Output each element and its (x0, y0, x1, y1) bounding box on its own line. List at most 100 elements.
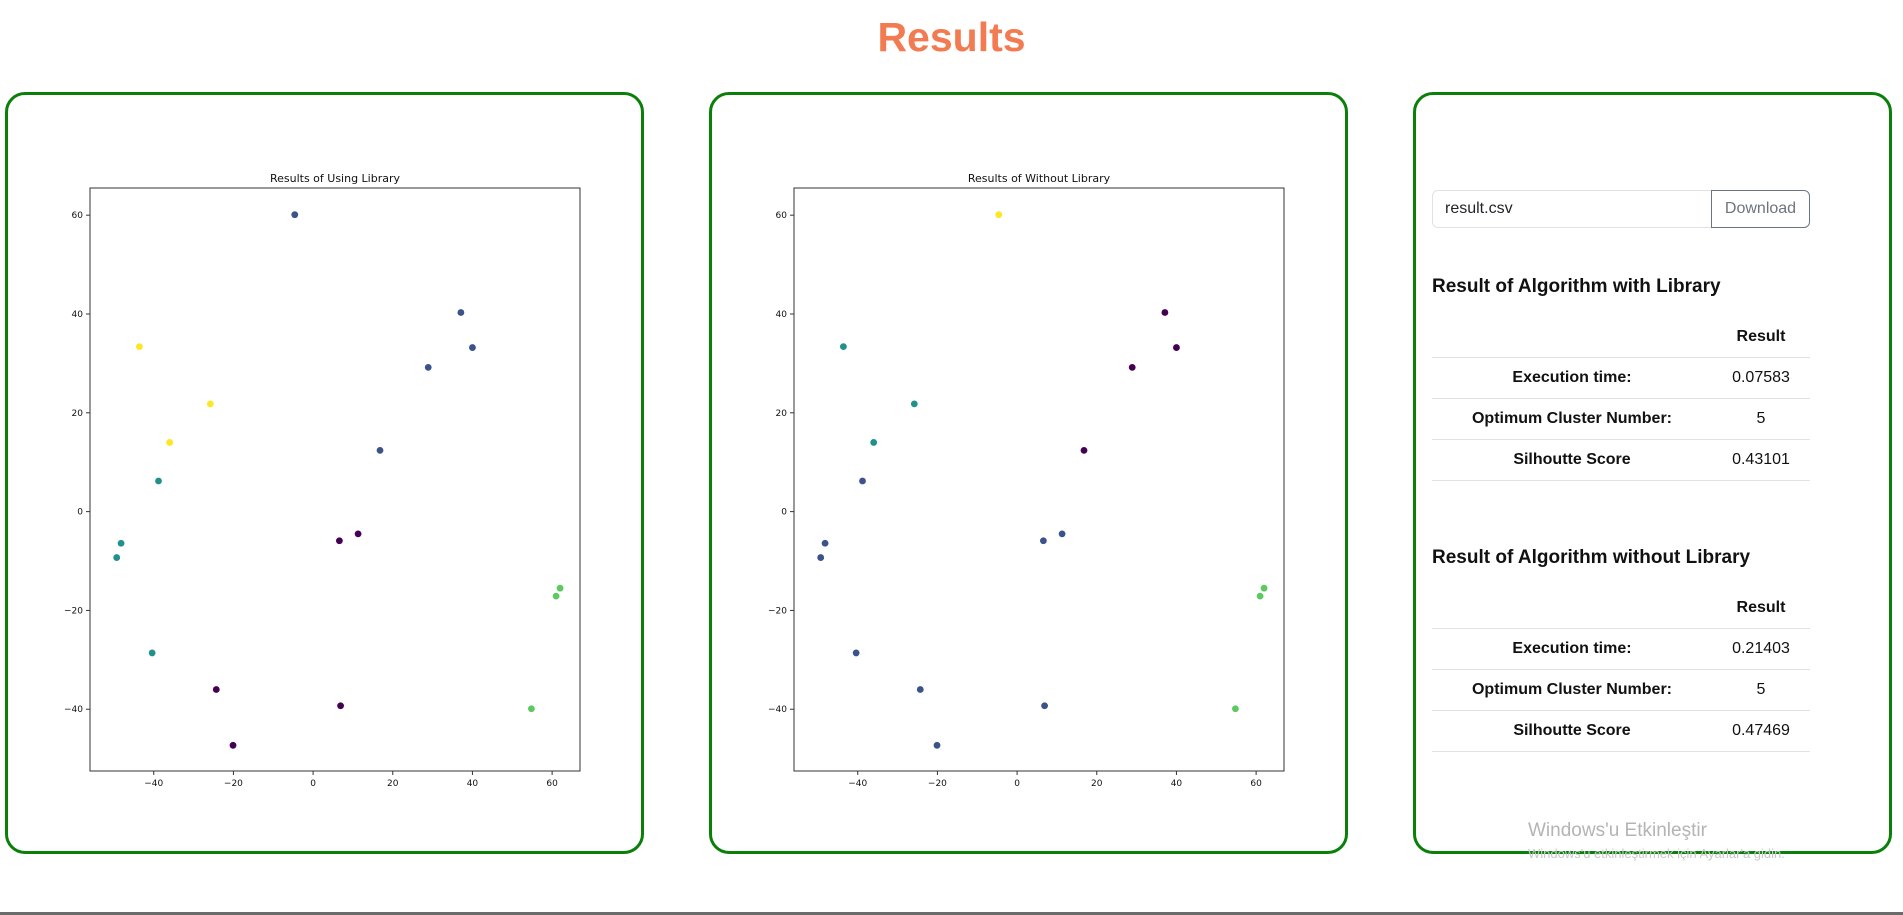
row-value-execution-time: 0.07583 (1712, 357, 1810, 399)
scatter-point (229, 741, 237, 749)
scatter-point (995, 211, 1003, 219)
plot-area-frame (89, 187, 581, 772)
x-tick-label: 60 (1250, 779, 1262, 789)
scatter-chart-with-library: Results of Using Library −40 −20 0 20 40 60 −40… (64, 172, 581, 789)
chart-panel-with-library: Results of Using Library −40 −20 0 20 40 60 −40… (5, 92, 644, 854)
x-tick-label: 0 (1014, 779, 1020, 789)
row-label-execution-time: Execution time: (1432, 357, 1712, 399)
scatter-point (1173, 344, 1180, 351)
scatter-point (335, 537, 343, 545)
table-header-result: Result (1712, 317, 1810, 358)
scatter-point (148, 649, 156, 657)
scatter-point (839, 343, 847, 350)
scatter-point (337, 702, 344, 710)
y-tick-label: −20 (64, 606, 83, 616)
scatter-point (469, 344, 476, 351)
scatter-point (933, 741, 941, 749)
x-tick-label: −20 (928, 779, 947, 789)
table-row: Optimum Cluster Number: 5 (1432, 398, 1810, 440)
scatter-point (291, 211, 299, 219)
row-value-silhouette-score: 0.43101 (1712, 439, 1810, 481)
scatter-point (916, 686, 924, 693)
windows-activation-watermark: Windows'u Etkinleştir Windows'u etkinleş… (1528, 820, 1785, 861)
section-title-without-library: Result of Algorithm without Library (1432, 547, 1751, 568)
watermark-subtitle: Windows'u etkinleştirmek için Ayarlar'a … (1528, 846, 1785, 861)
table-header-empty (1432, 317, 1712, 358)
x-tick-label: −40 (144, 779, 163, 789)
scatter-point (1256, 592, 1264, 600)
row-label-cluster-number: Optimum Cluster Number: (1432, 398, 1712, 440)
scatter-point (1231, 705, 1239, 713)
y-tick-label: 0 (781, 508, 787, 518)
plot-area-frame (793, 187, 1285, 772)
page-title: Results (877, 14, 1026, 60)
y-tick-label: 40 (776, 310, 788, 320)
scatter-chart-without-library: Results of Without Library −40 −20 0 20 40 60 −… (768, 172, 1285, 789)
x-tick-label: 40 (1171, 779, 1183, 789)
x-tick-label: 20 (1091, 779, 1103, 789)
bottom-edge-bar (0, 912, 1903, 915)
scatter-point (206, 400, 214, 408)
y-tick-label: 20 (776, 409, 788, 419)
row-label-silhouette-score: Silhoutte Score (1432, 439, 1712, 481)
scatter-point (212, 686, 220, 693)
row-label-silhouette-score: Silhoutte Score (1432, 710, 1712, 752)
scatter-point (910, 400, 918, 408)
section-title-with-library: Result of Algorithm with Library (1432, 276, 1721, 297)
chart-panel-without-library: Results of Without Library −40 −20 0 20 40 60 −… (709, 92, 1348, 854)
scatter-point (1128, 363, 1136, 371)
results-table-with-library: Result Execution time: 0.07583 Optimum C… (1432, 317, 1810, 481)
scatter-point (1260, 584, 1268, 592)
download-button[interactable]: Download (1711, 190, 1810, 228)
y-tick-label: 60 (776, 211, 788, 221)
scatter-point (457, 309, 465, 316)
table-header-empty (1432, 588, 1712, 629)
download-group: Download (1432, 190, 1810, 228)
x-tick-label: 20 (387, 779, 399, 789)
scatter-point (1039, 537, 1047, 545)
scatter-point (117, 539, 125, 547)
x-tick-label: 40 (467, 779, 479, 789)
row-value-cluster-number: 5 (1712, 398, 1810, 440)
scatter-point (113, 554, 121, 561)
table-row: Silhoutte Score 0.47469 (1432, 710, 1810, 752)
x-tick-label: 0 (310, 779, 316, 789)
table-row: Execution time: 0.07583 (1432, 357, 1810, 399)
scatter-point (155, 477, 162, 485)
table-row: Silhoutte Score 0.43101 (1432, 439, 1810, 481)
scatter-point (552, 592, 560, 600)
y-tick-label: 20 (72, 409, 84, 419)
scatter-point (817, 554, 825, 561)
scatter-point (556, 584, 564, 592)
y-tick-label: −40 (768, 705, 787, 715)
table-header-result: Result (1712, 588, 1810, 629)
table-row: Optimum Cluster Number: 5 (1432, 669, 1810, 711)
filename-input[interactable] (1432, 190, 1711, 228)
scatter-point (1058, 530, 1066, 538)
scatter-point (821, 539, 829, 547)
y-tick-label: −40 (64, 705, 83, 715)
chart-title: Results of Using Library (270, 172, 401, 185)
y-tick-label: 0 (77, 508, 83, 518)
x-tick-label: −20 (224, 779, 243, 789)
scatter-point (870, 439, 878, 446)
x-tick-label: 60 (546, 779, 558, 789)
x-tick-label: −40 (848, 779, 867, 789)
table-header-row: Result (1432, 317, 1810, 358)
scatter-point (376, 446, 384, 454)
scatter-point (1161, 309, 1169, 316)
scatter-point (1041, 702, 1048, 710)
scatter-point (527, 705, 535, 713)
scatter-point (166, 439, 174, 446)
chart-title: Results of Without Library (968, 172, 1111, 185)
scatter-point (135, 343, 143, 350)
table-row: Execution time: 0.21403 (1432, 628, 1810, 670)
row-label-cluster-number: Optimum Cluster Number: (1432, 669, 1712, 711)
y-tick-label: −20 (768, 606, 787, 616)
watermark-title: Windows'u Etkinleştir (1528, 820, 1707, 841)
row-value-cluster-number: 5 (1712, 669, 1810, 711)
scatter-point (852, 649, 860, 657)
results-panel: Download Result of Algorithm with Librar… (1413, 92, 1892, 854)
scatter-point (354, 530, 362, 538)
results-table-without-library: Result Execution time: 0.21403 Optimum C… (1432, 588, 1810, 752)
